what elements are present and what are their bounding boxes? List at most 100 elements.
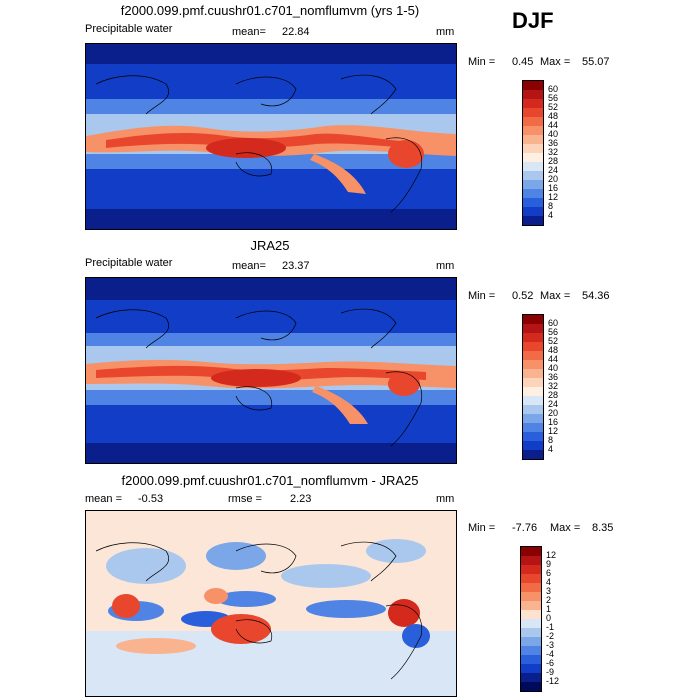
- panel-3-units: mm: [436, 493, 455, 505]
- colorbar-label: 48: [548, 111, 559, 121]
- colorbar-label: 16: [548, 417, 559, 427]
- colorbar-swatch: [523, 180, 543, 189]
- colorbar-swatch: [523, 171, 543, 180]
- colorbar-label: 8: [548, 435, 554, 445]
- colorbar-swatch: [523, 342, 543, 351]
- colorbar-swatch: [523, 378, 543, 387]
- panel-2-variable-label: Precipitable water: [85, 257, 173, 269]
- colorbar-swatch: [523, 81, 543, 90]
- colorbar-swatch: [523, 369, 543, 378]
- colorbar-swatch: [523, 207, 543, 216]
- colorbar-swatch: [521, 637, 541, 646]
- panel-3-map: [85, 510, 457, 697]
- colorbar-swatch: [523, 162, 543, 171]
- colorbar-swatch: [523, 351, 543, 360]
- colorbar-label: 40: [548, 363, 559, 373]
- colorbar-swatch: [521, 628, 541, 637]
- panel-1-title: f2000.099.pmf.cuushr01.c701_nomflumvm (y…: [120, 3, 420, 18]
- colorbar-label: 44: [548, 120, 559, 130]
- colorbar-label: 52: [548, 102, 559, 112]
- panel-1-colorbar: [522, 80, 544, 226]
- panel-2-units: mm: [436, 260, 455, 272]
- colorbar-label: 3: [546, 586, 552, 596]
- colorbar-label: 60: [548, 84, 559, 94]
- panel-3-max-value: 8.35: [592, 522, 614, 534]
- colorbar-swatch: [523, 432, 543, 441]
- panel-3-min-label: Min =: [468, 522, 496, 534]
- colorbar-swatch: [523, 117, 543, 126]
- colorbar-label: 4: [546, 577, 552, 587]
- colorbar-label: 4: [548, 444, 554, 454]
- colorbar-label: 12: [548, 426, 559, 436]
- colorbar-label: 28: [548, 390, 559, 400]
- colorbar-label: 28: [548, 156, 559, 166]
- colorbar-swatch: [521, 547, 541, 556]
- colorbar-label: -9: [546, 667, 555, 677]
- colorbar-swatch: [523, 387, 543, 396]
- colorbar-swatch: [523, 441, 543, 450]
- panel-2-min-label: Min =: [468, 290, 496, 302]
- colorbar-label: -1: [546, 622, 555, 632]
- season-label: DJF: [512, 8, 554, 33]
- colorbar-label: 9: [546, 559, 552, 569]
- colorbar-label: 6: [546, 568, 552, 578]
- colorbar-swatch: [523, 333, 543, 342]
- panel-1-mean-value: 22.84: [282, 26, 310, 38]
- colorbar-label: 20: [548, 408, 559, 418]
- panel-3-max-label: Max =: [550, 522, 581, 534]
- colorbar-label: -2: [546, 631, 555, 641]
- colorbar-swatch: [523, 198, 543, 207]
- colorbar-label: 0: [546, 613, 552, 623]
- colorbar-swatch: [523, 126, 543, 135]
- colorbar-swatch: [523, 396, 543, 405]
- colorbar-swatch: [523, 135, 543, 144]
- panel-1-max-label: Max =: [540, 56, 571, 68]
- colorbar-swatch: [521, 565, 541, 574]
- colorbar-label: 1: [546, 604, 552, 614]
- colorbar-swatch: [523, 153, 543, 162]
- colorbar-label: 36: [548, 138, 559, 148]
- panel-2-colorbar: [522, 314, 544, 460]
- colorbar-swatch: [523, 315, 543, 324]
- colorbar-swatch: [521, 583, 541, 592]
- colorbar-label: 24: [548, 165, 559, 175]
- colorbar-label: 20: [548, 174, 559, 184]
- colorbar-swatch: [521, 682, 541, 691]
- colorbar-label: 56: [548, 93, 559, 103]
- panel-1-min-label: Min =: [468, 56, 496, 68]
- panel-2-mean-label: mean=: [232, 260, 266, 272]
- colorbar-swatch: [521, 601, 541, 610]
- colorbar-label: 2: [546, 595, 552, 605]
- colorbar-label: -3: [546, 640, 555, 650]
- colorbar-swatch: [523, 99, 543, 108]
- colorbar-swatch: [521, 610, 541, 619]
- colorbar-swatch: [523, 108, 543, 117]
- colorbar-label: 60: [548, 318, 559, 328]
- panel-2-max-label: Max =: [540, 290, 571, 302]
- colorbar-swatch: [523, 450, 543, 459]
- panel-3-rmse-label: rmse =: [228, 493, 262, 505]
- colorbar-swatch: [523, 189, 543, 198]
- colorbar-swatch: [523, 324, 543, 333]
- colorbar-label: 48: [548, 345, 559, 355]
- panel-3-mean-value: -0.53: [138, 493, 164, 505]
- colorbar-label: 40: [548, 129, 559, 139]
- panel-1-max-value: 55.07: [582, 56, 610, 68]
- panel-3-mean-label: mean =: [85, 493, 122, 505]
- colorbar-swatch: [523, 405, 543, 414]
- panel-1-mean-label: mean=: [232, 26, 266, 38]
- colorbar-swatch: [523, 216, 543, 225]
- panel-3-colorbar: [520, 546, 542, 692]
- panel-2-min-value: 0.52: [512, 290, 534, 302]
- colorbar-swatch: [521, 646, 541, 655]
- panel-3-colorbar-labels: 12 9 6 4 3 2 1 0 -1 -2 -3 -4 -6 -9 -12: [546, 551, 559, 686]
- colorbar-swatch: [521, 556, 541, 565]
- panel-2-map: [85, 277, 457, 464]
- colorbar-label: 32: [548, 147, 559, 157]
- colorbar-swatch: [521, 574, 541, 583]
- colorbar-label: 12: [546, 550, 557, 560]
- colorbar-label: 12: [548, 192, 559, 202]
- panel-2-max-value: 54.36: [582, 290, 610, 302]
- panel-3-min-value: -7.76: [512, 522, 538, 534]
- colorbar-label: 8: [548, 201, 554, 211]
